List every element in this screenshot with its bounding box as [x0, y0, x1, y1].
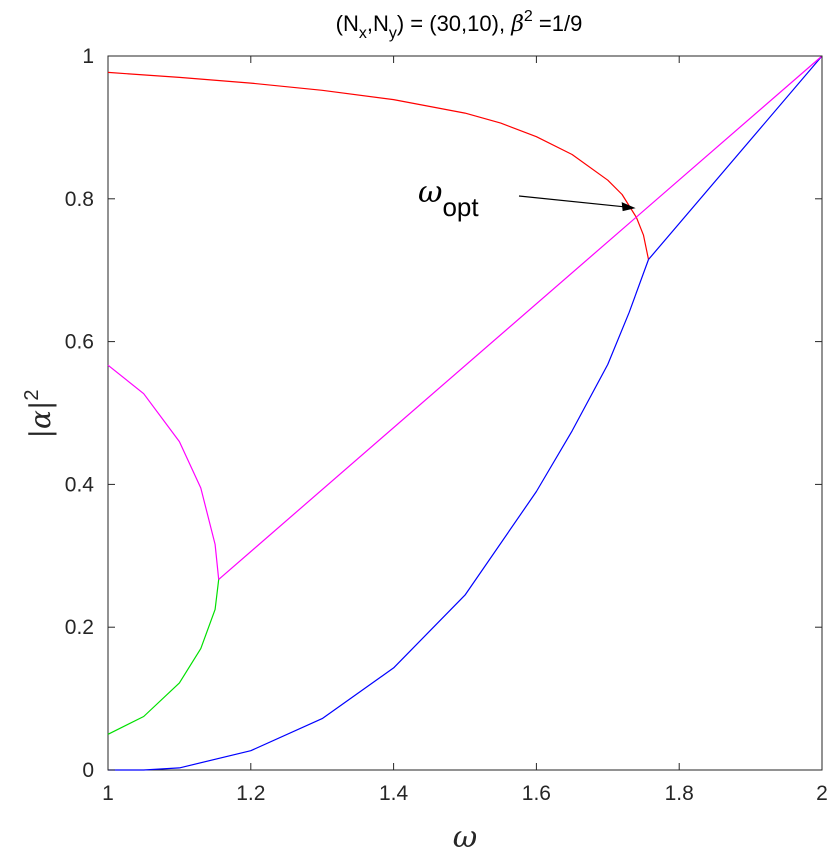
series-line-4 — [107, 364, 220, 580]
x-axis-label: ω — [453, 820, 477, 854]
annotation-label: ωopt — [418, 175, 479, 222]
plot-area — [107, 55, 823, 771]
y-tick-label: 0.4 — [65, 473, 95, 496]
annotation-arrow-head — [621, 202, 636, 212]
y-tick-label: 0.8 — [65, 188, 94, 211]
series-layer — [107, 55, 823, 771]
annotation-arrow-line — [518, 195, 627, 208]
series-line-2 — [108, 259, 650, 771]
x-tick-label: 1.8 — [665, 782, 694, 805]
y-axis-label: |α|2 — [21, 390, 57, 439]
y-tick-label: 0.6 — [65, 331, 94, 354]
series-line-5 — [218, 55, 823, 580]
series-line-3 — [648, 55, 823, 260]
annotation-omega-opt: ωopt — [418, 175, 636, 222]
series-line-6 — [107, 579, 220, 735]
y-tick-label: 1 — [82, 45, 94, 68]
x-axis-ticks: 1 1.2 1.4 1.6 1.8 2 — [102, 56, 828, 805]
chart-title: (Nx,Ny) = (30,10), β2 =1/9 — [336, 8, 583, 42]
y-tick-label: 0.2 — [65, 616, 94, 639]
series-line-1 — [107, 71, 650, 260]
x-tick-label: 1 — [102, 782, 114, 805]
x-tick-label: 2 — [816, 782, 828, 805]
x-tick-label: 1.6 — [522, 782, 551, 805]
x-tick-label: 1.4 — [379, 782, 409, 805]
plot-frame — [107, 55, 823, 771]
y-axis-ticks: 0 0.2 0.4 0.6 0.8 1 — [65, 45, 822, 782]
y-tick-label: 0 — [82, 759, 94, 782]
x-tick-label: 1.2 — [236, 782, 265, 805]
